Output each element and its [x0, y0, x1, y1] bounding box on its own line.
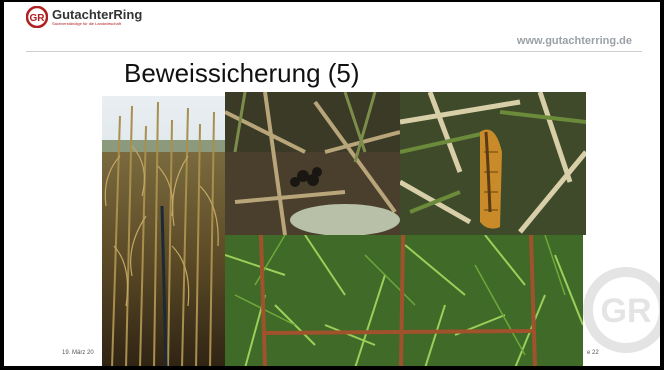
- ground-droppings-photo: [225, 92, 400, 235]
- gutachterring-logo: GR GutachterRing Sachverständige für die…: [26, 6, 142, 28]
- corn-field-photo: [102, 96, 225, 366]
- header-divider: [26, 51, 642, 52]
- gr-logo-icon: GR: [26, 6, 48, 28]
- presentation-slide: GR GutachterRing Sachverständige für die…: [4, 2, 660, 366]
- website-url: www.gutachterring.de: [516, 35, 632, 47]
- svg-text:GR: GR: [30, 13, 46, 24]
- page-number: e 22: [587, 350, 599, 356]
- logo-tagline: Sachverständige für die Landwirtschaft: [52, 21, 121, 26]
- grass-measurement-frame-photo: [225, 235, 583, 366]
- footer-date: 19. März 20: [62, 350, 94, 356]
- svg-text:GR: GR: [601, 292, 652, 330]
- damaged-corn-cob-photo: [400, 92, 586, 235]
- slide-title: Beweissicherung (5): [124, 58, 360, 88]
- gr-watermark-icon: GR: [583, 267, 660, 353]
- logo-name: GutachterRing: [52, 7, 143, 22]
